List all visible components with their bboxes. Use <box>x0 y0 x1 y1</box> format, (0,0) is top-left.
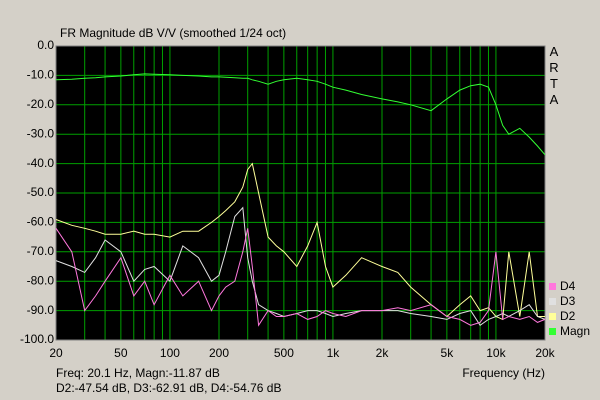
x-tick-label: 1k <box>327 346 341 360</box>
brand: ARTA <box>549 44 559 107</box>
legend-swatch <box>549 328 556 335</box>
y-tick-label: -60.0 <box>27 215 55 229</box>
legend-label: Magn <box>560 324 590 338</box>
x-tick-label: 100 <box>160 346 180 360</box>
y-tick-label: -90.0 <box>27 303 55 317</box>
x-tick-label: 20 <box>49 346 63 360</box>
x-tick-label: 200 <box>209 346 229 360</box>
legend-swatch <box>549 298 556 305</box>
x-tick-label: 2k <box>376 346 390 360</box>
y-tick-label: -30.0 <box>27 126 55 140</box>
chart-title: FR Magnitude dB V/V (smoothed 1/24 oct) <box>60 26 286 40</box>
y-tick-label: -10.0 <box>27 68 55 82</box>
x-axis-label: Frequency (Hz) <box>462 366 545 380</box>
x-tick-label: 10k <box>486 346 506 360</box>
y-tick-label: -100.0 <box>20 332 54 346</box>
legend-label: D3 <box>560 294 576 308</box>
y-tick-label: -40.0 <box>27 156 55 170</box>
series-line <box>55 162 545 321</box>
y-tick-label: -50.0 <box>27 185 55 199</box>
x-tick-label: 500 <box>274 346 294 360</box>
y-tick-label: -80.0 <box>27 273 55 287</box>
series-line <box>55 73 546 156</box>
x-tick-label: 20k <box>535 346 555 360</box>
legend-label: D4 <box>560 279 576 293</box>
legend-swatch <box>549 283 556 290</box>
legend-swatch <box>549 313 556 320</box>
y-tick-label: 0.0 <box>37 38 54 52</box>
x-tick-label: 5k <box>441 346 455 360</box>
series-line <box>55 228 546 327</box>
plot-border <box>55 45 546 341</box>
y-tick-label: -20.0 <box>27 97 55 111</box>
readout-line: D2:-47.54 dB, D3:-62.91 dB, D4:-54.76 dB <box>56 381 281 395</box>
x-tick-label: 50 <box>114 346 128 360</box>
readout-line: Freq: 20.1 Hz, Magn:-11.87 dB <box>56 366 220 380</box>
legend-label: D2 <box>560 309 576 323</box>
y-tick-label: -70.0 <box>27 244 55 258</box>
